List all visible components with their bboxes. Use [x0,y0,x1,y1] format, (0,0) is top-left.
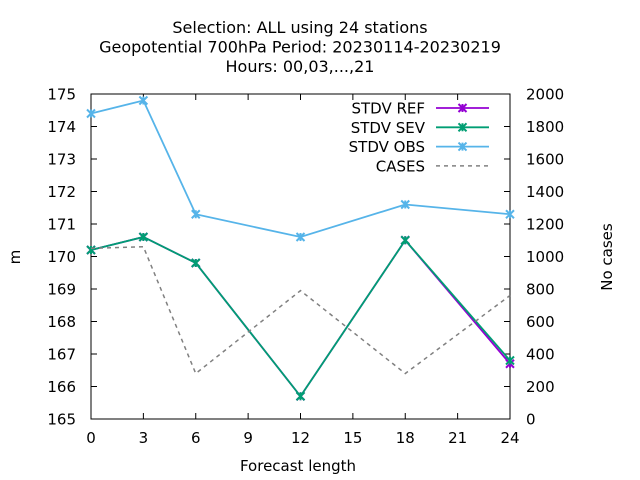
legend-label: CASES [376,157,425,175]
y2-tick-label: 2000 [526,86,564,104]
y2-tick-label: 800 [526,281,555,299]
x-tick-label: 18 [396,429,415,447]
y-tick-label: 168 [47,313,76,331]
y-tick-label: 173 [47,151,76,169]
y2-axis-label: No cases [598,223,616,291]
y-tick-label: 169 [47,281,76,299]
data-point-marker [400,235,410,245]
data-point-marker [295,232,306,242]
chart-title-line: Hours: 00,03,...,21 [226,57,375,76]
series-layer [86,95,515,401]
y2-tick-label: 0 [526,411,536,429]
chart-title-line: Geopotential 700hPa Period: 20230114-202… [99,38,501,57]
x-tick-label: 24 [500,429,519,447]
x-tick-label: 0 [86,429,96,447]
data-point-marker [86,108,96,119]
y-axis-ticks: 165 166 167 168 169 170 171 172 173 174 175 [47,86,97,429]
legend-marker [457,122,468,133]
legend-marker [457,103,468,113]
data-point-marker [86,245,96,255]
y2-tick-label: 600 [526,313,555,331]
y2-axis-ticks: 0 200 400 600 800 1000 1200 1400 1600 1800 2000 [504,86,564,429]
plot-frame-group [90,93,511,420]
x-tick-label: 12 [291,429,310,447]
series-line [90,99,511,238]
legend-marker [457,141,468,152]
plot-frame [90,93,511,420]
y2-tick-label: 200 [526,378,555,396]
y-tick-label: 175 [47,86,76,104]
data-point-marker [505,355,515,366]
data-point-marker [191,209,201,219]
y2-tick-label: 1400 [526,183,564,201]
x-tick-label: 9 [243,429,253,447]
y-tick-label: 165 [47,411,76,429]
data-point-marker [295,391,306,401]
data-point-marker [138,95,149,106]
y-tick-label: 174 [47,118,76,136]
x-tick-label: 15 [343,429,362,447]
y-axis-label: m [6,250,24,265]
data-point-marker [138,232,149,242]
y-tick-label: 167 [47,346,76,364]
legend-label: STDV OBS [349,138,425,156]
x-tick-label: 21 [448,429,467,447]
series-line [90,236,511,398]
y2-tick-label: 1200 [526,216,564,234]
x-axis-ticks: 0 3 6 9 12 15 18 21 24 [86,94,520,447]
chart-titles: Selection: ALL using 24 stationsGeopoten… [99,18,501,76]
data-point-marker [505,209,515,219]
y-tick-label: 171 [47,216,76,234]
y2-tick-label: 1000 [526,248,564,266]
legend-label: STDV REF [351,100,425,118]
series-stdv-obs [86,95,515,242]
y2-tick-label: 1600 [526,151,564,169]
y-tick-label: 172 [47,183,76,201]
axis-labels: Forecast length m No cases [6,223,616,475]
data-point-marker [400,199,410,210]
legend-label: STDV SEV [351,119,426,137]
data-point-marker [191,258,201,268]
y-tick-label: 166 [47,378,76,396]
series-line [90,236,511,398]
y-tick-label: 170 [47,248,76,266]
x-axis-label: Forecast length [240,457,356,475]
series-stdv-ref [86,232,515,401]
series-stdv-sev [86,232,515,401]
x-tick-label: 6 [191,429,201,447]
series-cases [90,245,511,375]
x-tick-label: 3 [139,429,149,447]
chart-title-line: Selection: ALL using 24 stations [172,18,427,37]
y2-tick-label: 1800 [526,118,564,136]
y2-tick-label: 400 [526,346,555,364]
series-line [90,245,511,375]
